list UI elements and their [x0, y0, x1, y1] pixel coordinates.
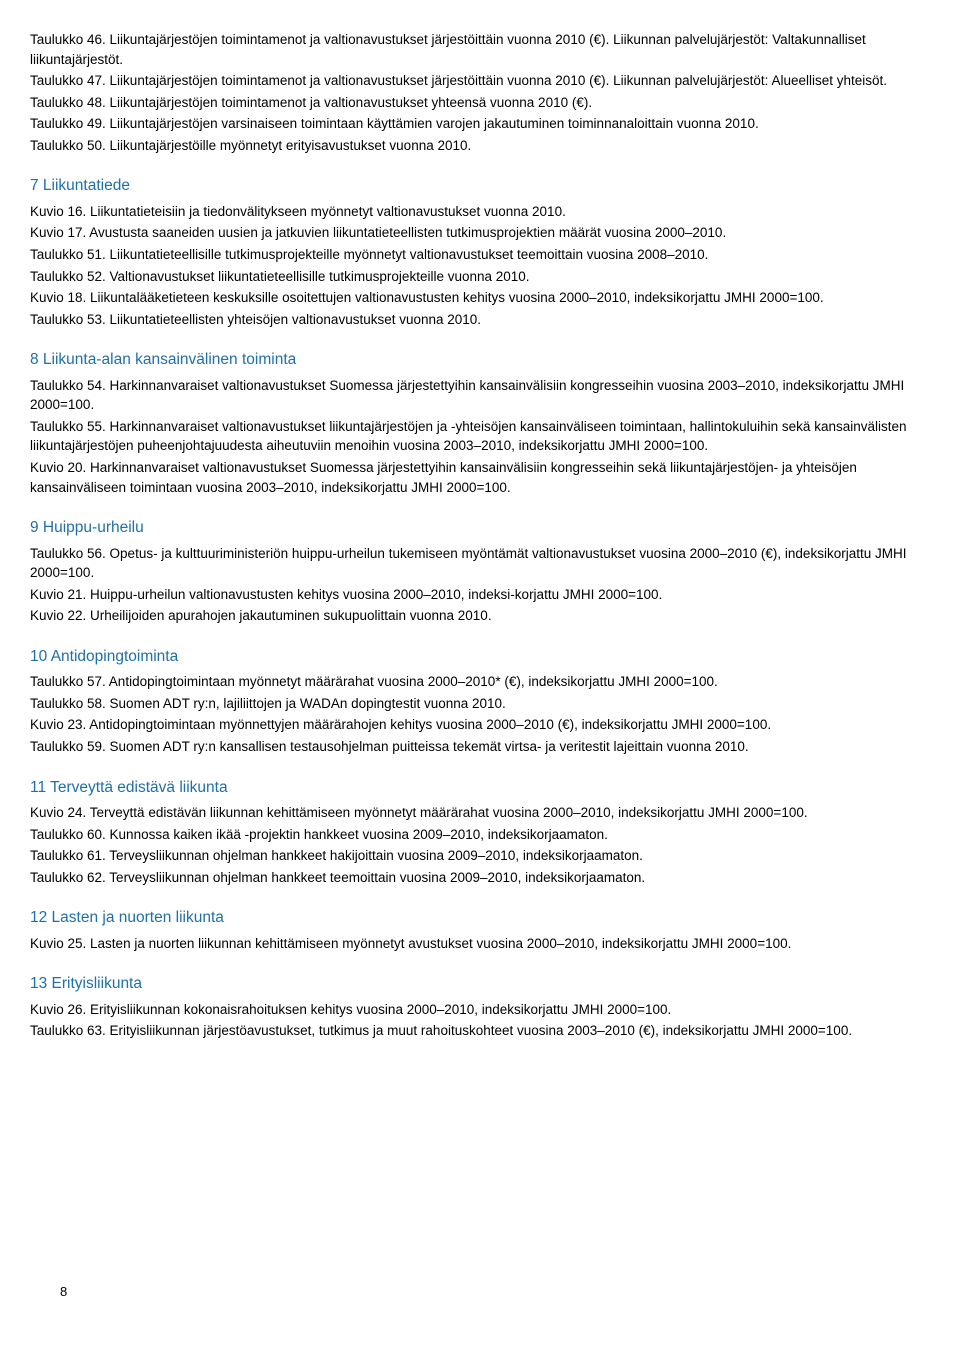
section-12: 12 Lasten ja nuorten liikunta Kuvio 25. … — [30, 907, 930, 953]
list-item: Taulukko 53. Liikuntatieteellisten yhtei… — [30, 310, 930, 330]
intro-item: Taulukko 46. Liikuntajärjestöjen toimint… — [30, 30, 930, 69]
list-item: Taulukko 54. Harkinnanvaraiset valtionav… — [30, 376, 930, 415]
section-heading: 7 Liikuntatiede — [30, 175, 930, 197]
page-container: Taulukko 46. Liikuntajärjestöjen toimint… — [30, 30, 930, 1322]
intro-item: Taulukko 50. Liikuntajärjestöille myönne… — [30, 136, 930, 156]
section-heading: 9 Huippu-urheilu — [30, 517, 930, 539]
section-heading: 11 Terveyttä edistävä liikunta — [30, 777, 930, 799]
list-item: Taulukko 57. Antidopingtoimintaan myönne… — [30, 672, 930, 692]
list-item: Taulukko 52. Valtionavustukset liikuntat… — [30, 267, 930, 287]
list-item: Taulukko 63. Erityisliikunnan järjestöav… — [30, 1021, 930, 1041]
section-7: 7 Liikuntatiede Kuvio 16. Liikuntatietei… — [30, 175, 930, 329]
section-10: 10 Antidopingtoiminta Taulukko 57. Antid… — [30, 646, 930, 757]
list-item: Kuvio 17. Avustusta saaneiden uusien ja … — [30, 223, 930, 243]
list-item: Taulukko 58. Suomen ADT ry:n, lajiliitto… — [30, 694, 930, 714]
section-13: 13 Erityisliikunta Kuvio 26. Erityisliik… — [30, 973, 930, 1041]
section-8: 8 Liikunta-alan kansainvälinen toiminta … — [30, 349, 930, 497]
section-11: 11 Terveyttä edistävä liikunta Kuvio 24.… — [30, 777, 930, 888]
list-item: Taulukko 60. Kunnossa kaiken ikää -proje… — [30, 825, 930, 845]
list-item: Kuvio 25. Lasten ja nuorten liikunnan ke… — [30, 934, 930, 954]
intro-item: Taulukko 48. Liikuntajärjestöjen toimint… — [30, 93, 930, 113]
list-item: Taulukko 51. Liikuntatieteellisille tutk… — [30, 245, 930, 265]
section-heading: 10 Antidopingtoiminta — [30, 646, 930, 668]
list-item: Taulukko 59. Suomen ADT ry:n kansallisen… — [30, 737, 930, 757]
section-heading: 8 Liikunta-alan kansainvälinen toiminta — [30, 349, 930, 371]
list-item: Kuvio 16. Liikuntatieteisiin ja tiedonvä… — [30, 202, 930, 222]
intro-item: Taulukko 49. Liikuntajärjestöjen varsina… — [30, 114, 930, 134]
list-item: Kuvio 23. Antidopingtoimintaan myönnetty… — [30, 715, 930, 735]
list-item: Kuvio 21. Huippu-urheilun valtionavustus… — [30, 585, 930, 605]
list-item: Taulukko 62. Terveysliikunnan ohjelman h… — [30, 868, 930, 888]
intro-block: Taulukko 46. Liikuntajärjestöjen toimint… — [30, 30, 930, 155]
section-9: 9 Huippu-urheilu Taulukko 56. Opetus- ja… — [30, 517, 930, 626]
list-item: Taulukko 61. Terveysliikunnan ohjelman h… — [30, 846, 930, 866]
list-item: Taulukko 55. Harkinnanvaraiset valtionav… — [30, 417, 930, 456]
list-item: Kuvio 18. Liikuntalääketieteen keskuksil… — [30, 288, 930, 308]
section-heading: 13 Erityisliikunta — [30, 973, 930, 995]
list-item: Kuvio 24. Terveyttä edistävän liikunnan … — [30, 803, 930, 823]
list-item: Kuvio 22. Urheilijoiden apurahojen jakau… — [30, 606, 930, 626]
page-number: 8 — [60, 1283, 67, 1302]
section-heading: 12 Lasten ja nuorten liikunta — [30, 907, 930, 929]
list-item: Kuvio 26. Erityisliikunnan kokonaisrahoi… — [30, 1000, 930, 1020]
list-item: Kuvio 20. Harkinnanvaraiset valtionavust… — [30, 458, 930, 497]
intro-item: Taulukko 47. Liikuntajärjestöjen toimint… — [30, 71, 930, 91]
list-item: Taulukko 56. Opetus- ja kulttuuriministe… — [30, 544, 930, 583]
